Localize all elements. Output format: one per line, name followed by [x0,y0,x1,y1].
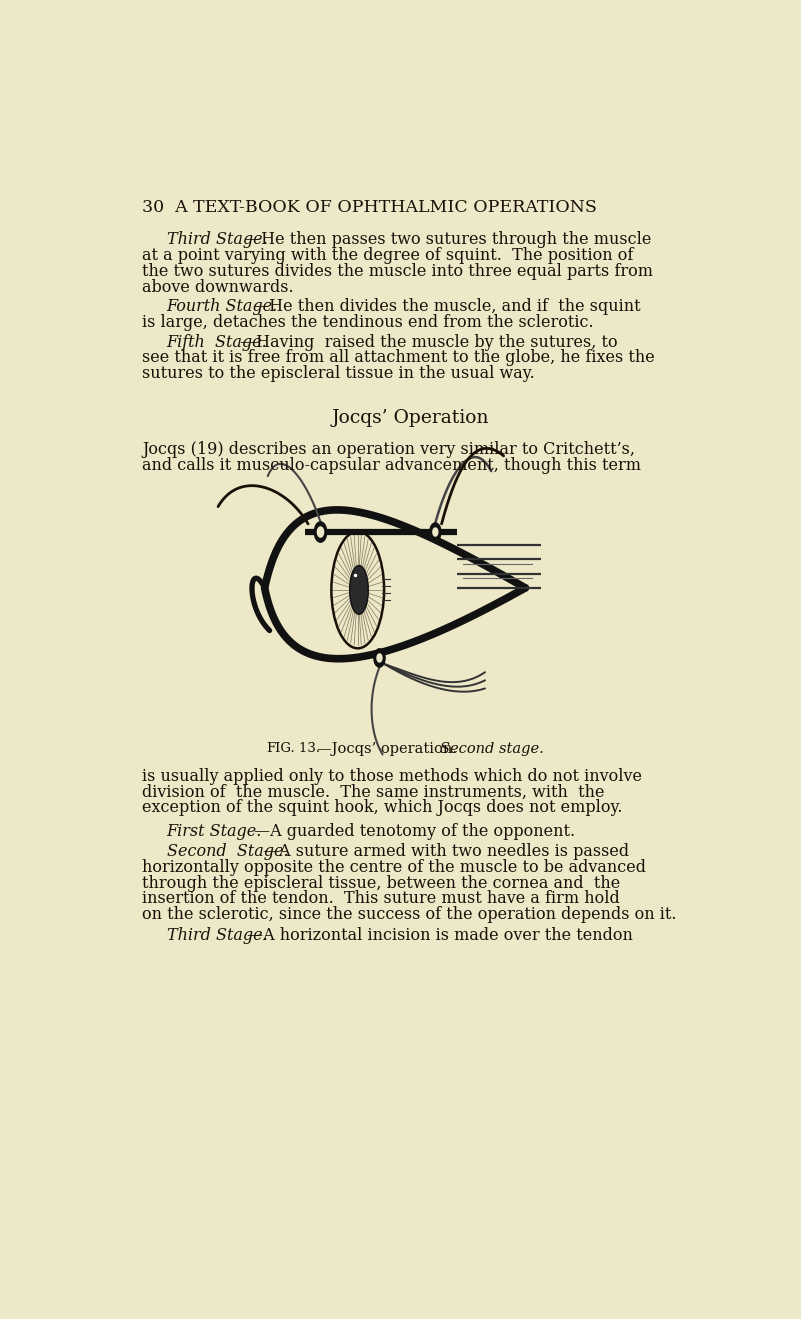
Text: —Having  raised the muscle by the sutures, to: —Having raised the muscle by the sutures… [239,334,618,351]
Text: at a point varying with the degree of squint.  The position of: at a point varying with the degree of sq… [143,247,634,264]
Text: Fifth  Stage.: Fifth Stage. [167,334,268,351]
Text: First Stage.: First Stage. [167,823,262,840]
Text: is large, detaches the tendinous end from the sclerotic.: is large, detaches the tendinous end fro… [143,314,594,331]
Text: —A horizontal incision is made over the tendon: —A horizontal incision is made over the … [247,927,633,943]
Text: —He then passes two sutures through the muscle: —He then passes two sutures through the … [245,231,652,248]
Text: Fourth Stage.: Fourth Stage. [167,298,278,315]
Text: Third Stage.: Third Stage. [167,927,268,943]
Text: through the episcleral tissue, between the cornea and  the: through the episcleral tissue, between t… [143,874,621,892]
Text: 30  A TEXT-BOOK OF OPHTHALMIC OPERATIONS: 30 A TEXT-BOOK OF OPHTHALMIC OPERATIONS [143,199,598,216]
Ellipse shape [332,532,384,649]
Text: sutures to the episcleral tissue in the usual way.: sutures to the episcleral tissue in the … [143,365,535,383]
Text: —A guarded tenotomy of the opponent.: —A guarded tenotomy of the opponent. [254,823,575,840]
Text: IG. 13.: IG. 13. [276,743,320,756]
Text: Second  Stage.: Second Stage. [167,843,288,860]
Text: above downwards.: above downwards. [143,278,294,295]
Text: insertion of the tendon.  This suture must have a firm hold: insertion of the tendon. This suture mus… [143,890,620,907]
Text: Jocqs’ Operation: Jocqs’ Operation [332,409,489,427]
Text: is usually applied only to those methods which do not involve: is usually applied only to those methods… [143,768,642,785]
Text: the two sutures divides the muscle into three equal parts from: the two sutures divides the muscle into … [143,262,654,280]
Text: Third Stage.: Third Stage. [167,231,268,248]
Text: Jocqs (19) describes an operation very similar to Critchett’s,: Jocqs (19) describes an operation very s… [143,441,635,458]
Text: —Jocqs’ operation.: —Jocqs’ operation. [317,743,457,756]
Text: and calls it musculo-capsular advancement, though this term: and calls it musculo-capsular advancemen… [143,456,642,474]
Circle shape [314,522,327,542]
Circle shape [317,528,324,537]
Ellipse shape [350,566,368,615]
Text: on the sclerotic, since the success of the operation depends on it.: on the sclerotic, since the success of t… [143,906,677,923]
Circle shape [377,654,382,662]
Text: —He then divides the muscle, and if  the squint: —He then divides the muscle, and if the … [253,298,641,315]
Circle shape [433,528,438,536]
Text: F: F [267,743,276,756]
Text: Second stage.: Second stage. [441,743,544,756]
Circle shape [430,522,441,541]
Text: horizontally opposite the centre of the muscle to be advanced: horizontally opposite the centre of the … [143,859,646,876]
Text: division of  the muscle.  The same instruments, with  the: division of the muscle. The same instrum… [143,783,605,801]
Circle shape [374,649,385,667]
Text: —A suture armed with two needles is passed: —A suture armed with two needles is pass… [263,843,629,860]
Text: exception of the squint hook, which Jocqs does not employ.: exception of the squint hook, which Jocq… [143,799,623,816]
Text: see that it is free from all attachment to the globe, he fixes the: see that it is free from all attachment … [143,350,655,367]
